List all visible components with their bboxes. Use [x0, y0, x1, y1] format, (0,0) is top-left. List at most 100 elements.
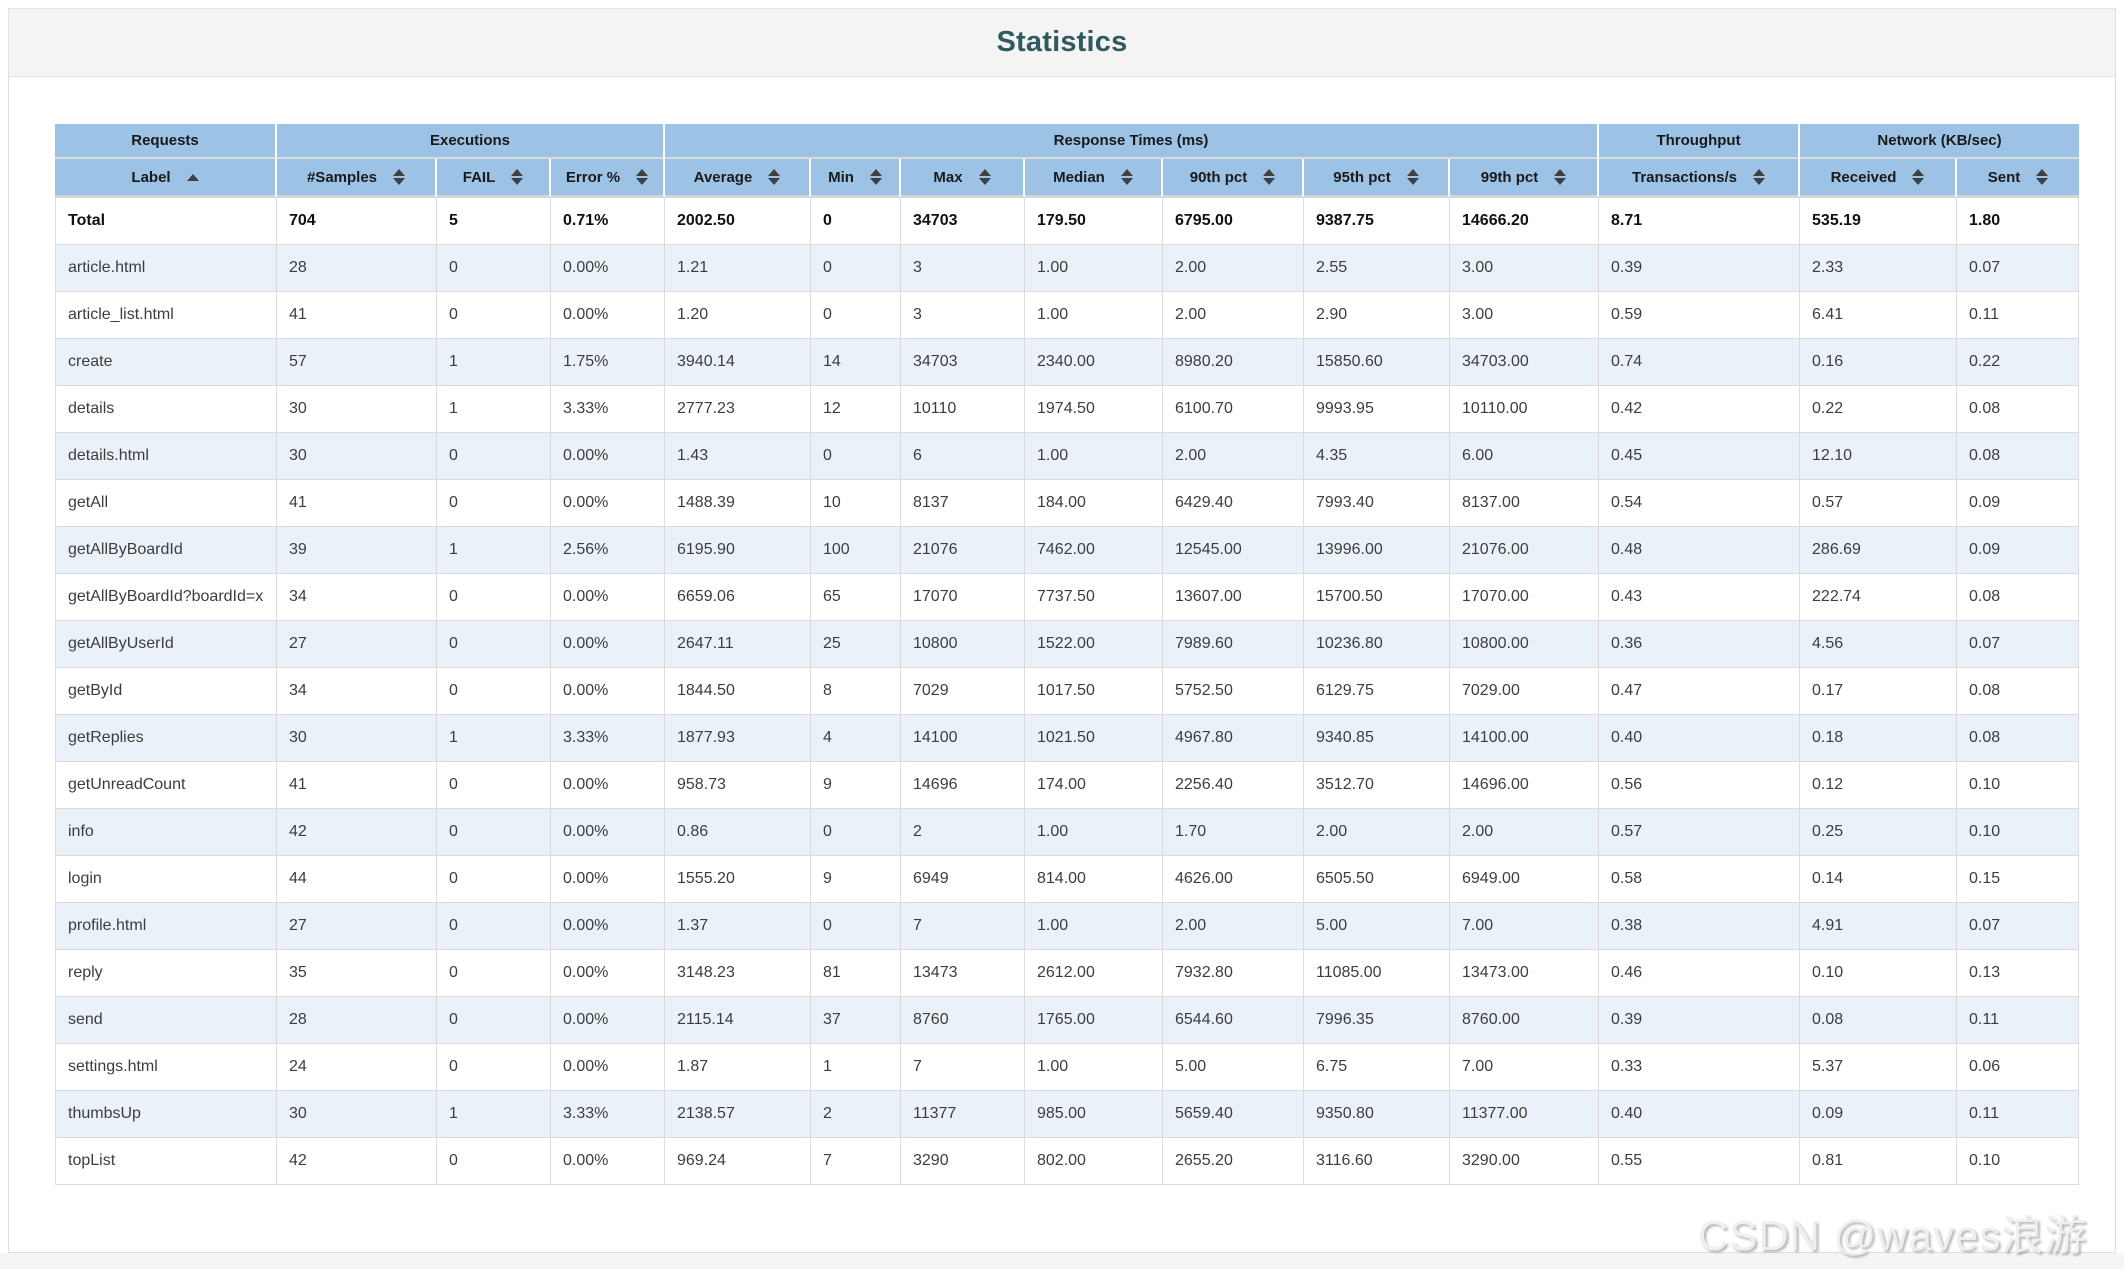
- column-header-average[interactable]: Average: [665, 159, 811, 198]
- column-header-99th-pct[interactable]: 99th pct: [1450, 159, 1600, 198]
- cell: 0.09: [1800, 1091, 1958, 1138]
- cell: 0.81: [1800, 1138, 1958, 1185]
- cell: 0.25: [1800, 809, 1958, 856]
- cell: 6505.50: [1304, 856, 1450, 903]
- cell: 814.00: [1025, 856, 1163, 903]
- cell: 7.00: [1450, 1044, 1600, 1091]
- cell: 12.10: [1800, 433, 1958, 480]
- cell: 0: [437, 621, 551, 668]
- cell: 1555.20: [665, 856, 811, 903]
- column-label: Median: [1053, 168, 1105, 186]
- row-label: article.html: [55, 245, 277, 292]
- cell: 0.00%: [551, 1138, 665, 1185]
- cell: 8760: [901, 997, 1025, 1044]
- row-label: article_list.html: [55, 292, 277, 339]
- cell: 174.00: [1025, 762, 1163, 809]
- cell: 1844.50: [665, 668, 811, 715]
- group-header-response-times-ms: Response Times (ms): [665, 124, 1600, 159]
- column-header-max[interactable]: Max: [901, 159, 1025, 198]
- cell: 57: [277, 339, 437, 386]
- cell: 2647.11: [665, 621, 811, 668]
- cell: 1: [437, 339, 551, 386]
- cell: 958.73: [665, 762, 811, 809]
- table-row: topList 42 0 0.00% 969.24 7 3290 802.00 2655.20 3…: [55, 1138, 2080, 1185]
- column-header-samples[interactable]: #Samples: [277, 159, 437, 198]
- cell: 0.15: [1957, 856, 2080, 903]
- cell: 0.86: [665, 809, 811, 856]
- cell: 9: [811, 762, 901, 809]
- cell: 5.00: [1304, 903, 1450, 950]
- column-header-error[interactable]: Error %: [551, 159, 665, 198]
- cell: 6544.60: [1163, 997, 1304, 1044]
- sort-both-icon: [1120, 169, 1133, 185]
- cell: 0.55: [1599, 1138, 1801, 1185]
- cell: 41: [277, 292, 437, 339]
- cell: 4626.00: [1163, 856, 1304, 903]
- cell: 3.00: [1450, 245, 1600, 292]
- cell: 0.58: [1599, 856, 1801, 903]
- cell: 0.07: [1957, 621, 2080, 668]
- column-header-inner: Sent: [1988, 169, 2049, 186]
- cell: 6949.00: [1450, 856, 1600, 903]
- column-header-median[interactable]: Median: [1025, 159, 1163, 198]
- cell: 2.55: [1304, 245, 1450, 292]
- column-header-label[interactable]: Label: [55, 159, 277, 198]
- column-header-sent[interactable]: Sent: [1957, 159, 2080, 198]
- cell: 2256.40: [1163, 762, 1304, 809]
- group-header-row: Requests Executions Response Times (ms) Thr…: [55, 124, 2080, 159]
- cell: 0: [437, 1044, 551, 1091]
- total-row: Total 704 5 0.71% 2002.50 0 34703 179.50 6795.00…: [55, 198, 2080, 245]
- cell: 2.56%: [551, 527, 665, 574]
- cell: 0.08: [1800, 997, 1958, 1044]
- column-header-fail[interactable]: FAIL: [437, 159, 551, 198]
- cell: 21076.00: [1450, 527, 1600, 574]
- cell: 34: [277, 574, 437, 621]
- cell: 1.43: [665, 433, 811, 480]
- cell: 1.20: [665, 292, 811, 339]
- watermark: CSDN @waves浪游: [1698, 1212, 2088, 1259]
- cell: 0: [437, 574, 551, 621]
- cell: 10: [811, 480, 901, 527]
- column-label: #Samples: [306, 168, 378, 186]
- column-header-inner: 90th pct: [1190, 169, 1276, 186]
- cell: 2.00: [1163, 433, 1304, 480]
- cell: 7.00: [1450, 903, 1600, 950]
- column-header-inner: 95th pct: [1333, 169, 1419, 186]
- column-label: Error %: [565, 168, 621, 186]
- cell: 0: [437, 856, 551, 903]
- cell: 6: [901, 433, 1025, 480]
- cell: 0.40: [1599, 715, 1801, 762]
- cell: 0.46: [1599, 950, 1801, 997]
- column-header-received[interactable]: Received: [1800, 159, 1958, 198]
- cell: 0.06: [1957, 1044, 2080, 1091]
- cell: 0.09: [1957, 527, 2080, 574]
- column-header-min[interactable]: Min: [811, 159, 901, 198]
- sort-both-icon: [869, 169, 882, 185]
- cell: 3940.14: [665, 339, 811, 386]
- sort-both-icon: [1263, 169, 1276, 185]
- cell: 0.08: [1957, 386, 2080, 433]
- cell: 3290: [901, 1138, 1025, 1185]
- cell: 3: [901, 292, 1025, 339]
- cell: 7: [901, 1044, 1025, 1091]
- column-header-inner: #Samples: [306, 168, 406, 186]
- cell: 0.47: [1599, 668, 1801, 715]
- cell: 42: [277, 809, 437, 856]
- row-label: thumbsUp: [55, 1091, 277, 1138]
- cell: 6949: [901, 856, 1025, 903]
- cell: 7: [811, 1138, 901, 1185]
- column-header-90th-pct[interactable]: 90th pct: [1163, 159, 1304, 198]
- cell: 0.16: [1800, 339, 1958, 386]
- cell: 30: [277, 386, 437, 433]
- cell: 3.33%: [551, 715, 665, 762]
- column-header-transactions-s[interactable]: Transactions/s: [1599, 159, 1801, 198]
- cell: 41: [277, 480, 437, 527]
- cell: 10236.80: [1304, 621, 1450, 668]
- cell: 7: [901, 903, 1025, 950]
- column-header-95th-pct[interactable]: 95th pct: [1304, 159, 1450, 198]
- table-row: info 42 0 0.00% 0.86 0 2 1.00 1.70 2.00 2.00 0.57 0.…: [55, 809, 2080, 856]
- sort-ascending-icon: [186, 173, 199, 181]
- table-row: article.html 28 0 0.00% 1.21 0 3 1.00 2.00 2.55 3.…: [55, 245, 2080, 292]
- cell: 12545.00: [1163, 527, 1304, 574]
- cell: 0: [437, 809, 551, 856]
